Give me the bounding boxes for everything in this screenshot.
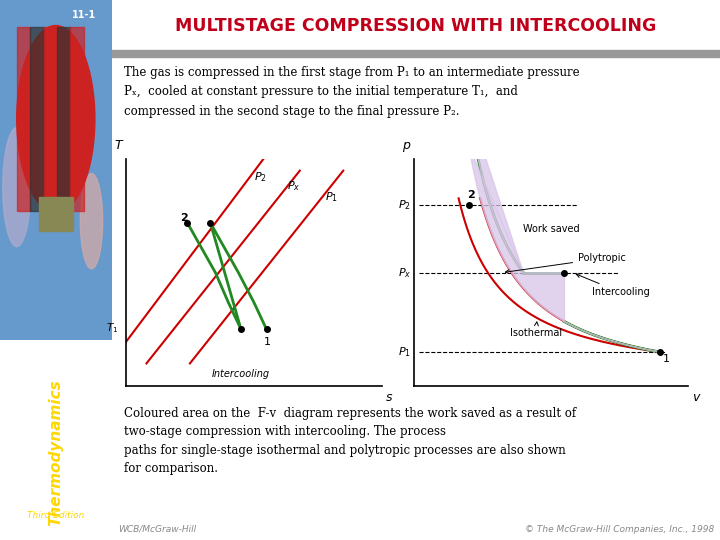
Text: $P_2$: $P_2$	[254, 170, 266, 184]
Ellipse shape	[17, 25, 95, 213]
Text: $P_2$: $P_2$	[398, 198, 411, 212]
Text: Intercooling: Intercooling	[576, 274, 649, 298]
Text: Polytropic: Polytropic	[505, 253, 626, 274]
Text: Çengel: Çengel	[37, 350, 74, 360]
Text: © The McGraw-Hill Companies, Inc., 1998: © The McGraw-Hill Companies, Inc., 1998	[525, 524, 714, 534]
Ellipse shape	[81, 173, 103, 269]
Bar	[30, 27, 43, 211]
Ellipse shape	[3, 127, 31, 247]
Text: Thermodynamics: Thermodynamics	[48, 380, 63, 526]
Text: $P_x$: $P_x$	[287, 179, 300, 193]
Bar	[57, 27, 71, 211]
Y-axis label: T: T	[114, 139, 122, 152]
Text: Work saved: Work saved	[523, 224, 580, 234]
Bar	[43, 27, 57, 211]
Text: $P_x$: $P_x$	[398, 266, 411, 280]
Text: WCB/McGraw-Hill: WCB/McGraw-Hill	[117, 524, 196, 534]
Text: 2: 2	[467, 190, 475, 200]
Bar	[112, 50, 720, 57]
X-axis label: s: s	[386, 390, 392, 403]
Text: 1: 1	[264, 338, 271, 347]
X-axis label: v: v	[692, 390, 700, 403]
Text: 11-1: 11-1	[71, 10, 96, 20]
Text: $P_1$: $P_1$	[398, 345, 411, 359]
Text: Third Edition: Third Edition	[27, 511, 84, 521]
Text: The gas is compressed in the first stage from P₁ to an intermediate pressure
Pₓ,: The gas is compressed in the first stage…	[124, 66, 580, 118]
Y-axis label: p: p	[402, 139, 410, 152]
Text: 2: 2	[180, 213, 187, 222]
Text: MULTISTAGE COMPRESSION WITH INTERCOOLING: MULTISTAGE COMPRESSION WITH INTERCOOLING	[175, 17, 657, 35]
Text: Coloured area on the  F-v  diagram represents the work saved as a result of
two-: Coloured area on the F-v diagram represe…	[124, 407, 576, 475]
Text: Isothermal: Isothermal	[510, 322, 562, 338]
Text: Intercooling: Intercooling	[212, 369, 270, 379]
Text: 1: 1	[663, 354, 670, 364]
Bar	[17, 27, 30, 211]
Bar	[71, 27, 84, 211]
Text: $T_1$: $T_1$	[106, 322, 118, 335]
Text: Boles: Boles	[42, 366, 70, 376]
Bar	[39, 197, 73, 231]
Polygon shape	[469, 107, 660, 352]
Text: $P_1$: $P_1$	[325, 190, 338, 204]
